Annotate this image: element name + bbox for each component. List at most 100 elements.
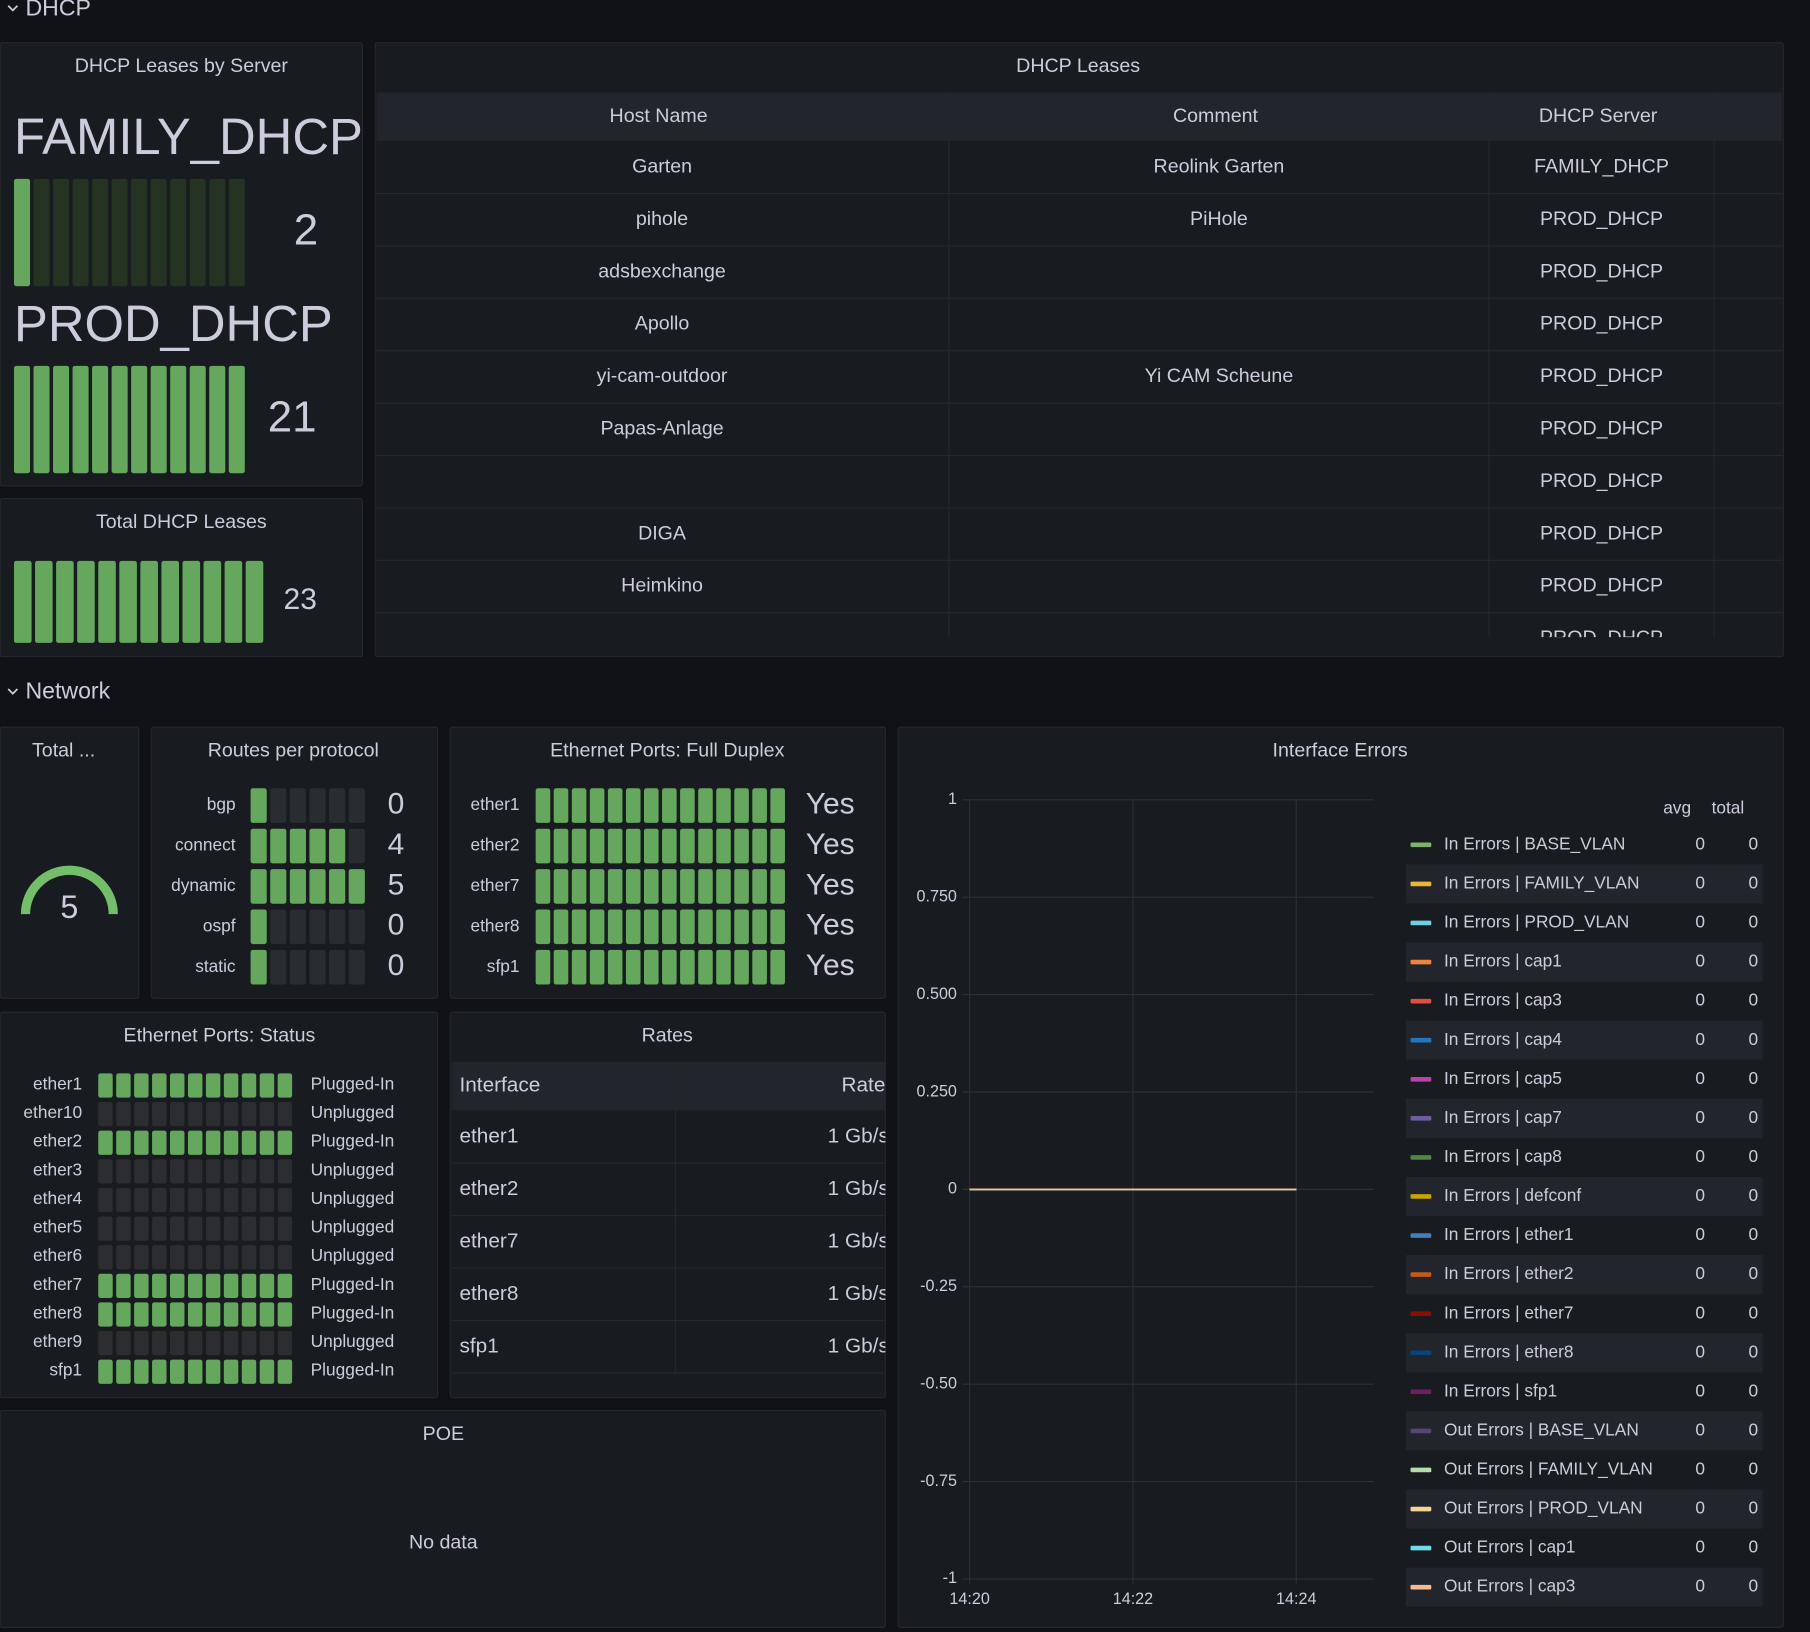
legend-label[interactable]: In Errors | cap5 [1444,1068,1562,1088]
gauge-cell [224,560,243,643]
gauge-cell [98,1073,113,1098]
column-header: Interface [459,1074,540,1097]
gauge-cell [716,909,731,945]
row-value: 0 [388,949,405,982]
legend-label[interactable]: In Errors | ether8 [1444,1341,1573,1361]
legend-swatch[interactable] [1410,1584,1432,1590]
legend-swatch[interactable] [1410,1194,1432,1199]
legend-swatch[interactable] [1410,920,1432,926]
legend-label[interactable]: In Errors | ether7 [1444,1302,1573,1322]
legend-label[interactable]: In Errors | PROD_VLAN [1444,912,1629,932]
legend-label[interactable]: Out Errors | PROD_VLAN [1444,1498,1643,1518]
row-label: connect [175,835,236,855]
legend-label[interactable]: Out Errors | FAMILY_VLAN [1444,1459,1653,1479]
gauge-cell [277,1159,293,1184]
gauge-cell [116,1302,131,1327]
legend-label[interactable]: Out Errors | cap1 [1444,1537,1575,1557]
row-value: Yes [806,909,855,942]
legend-total: 0 [1749,1498,1759,1518]
legend-avg: 0 [1695,1263,1705,1283]
gauge-cell [348,828,365,864]
legend-label[interactable]: In Errors | cap4 [1444,1029,1562,1049]
gauge-cell [348,949,365,985]
collapse-arrow[interactable] [7,5,19,12]
legend-swatch[interactable] [1410,1116,1432,1121]
gauge-cell [111,365,128,474]
legend-label[interactable]: In Errors | sfp1 [1444,1380,1557,1400]
legend-label[interactable]: Out Errors | BASE_VLAN [1444,1419,1639,1439]
gauge-cell [589,949,605,985]
legend-swatch[interactable] [1410,1272,1432,1277]
gauge-cell [241,1130,257,1155]
table-cell: PROD_DHCP [1540,575,1663,597]
legend-swatch[interactable] [1410,1037,1432,1043]
gauge-cell [152,1302,167,1327]
gauge-cell [241,1359,257,1384]
table-cell: PROD_DHCP [1540,313,1663,335]
gauge-cell [170,1216,185,1241]
gauge-cell [170,178,187,287]
legend-avg: 0 [1695,990,1705,1010]
legend-swatch[interactable] [1410,1467,1432,1473]
legend-label[interactable]: In Errors | cap8 [1444,1146,1562,1166]
row-label: ether10 [23,1102,82,1122]
legend-label[interactable]: Out Errors | cap3 [1444,1576,1575,1596]
y-tick-label: 0.750 [917,887,957,905]
legend-swatch[interactable] [1410,998,1432,1004]
legend-label[interactable]: In Errors | cap7 [1444,1107,1562,1127]
gauge-cell [116,1187,131,1213]
server-name: FAMILY_DHCP [14,108,363,165]
gauge-cell [270,869,287,904]
y-tick-label: 0.250 [917,1082,957,1100]
gauge-cell [134,1102,149,1127]
legend-swatch[interactable] [1410,1506,1432,1512]
legend-avg: 0 [1695,1185,1705,1205]
legend-swatch[interactable] [1410,1311,1432,1316]
legend-total: 0 [1749,1224,1759,1244]
gauge-cell [329,909,346,945]
gauge-cell [680,788,695,823]
row-value: Plugged-In [311,1131,395,1151]
legend-swatch[interactable] [1410,1545,1432,1551]
x-tick-label: 14:22 [1113,1590,1153,1608]
legend-swatch[interactable] [1410,1389,1432,1395]
legend-label[interactable]: In Errors | defconf [1444,1185,1581,1205]
legend-avg: 0 [1695,1146,1705,1166]
collapse-arrow[interactable] [7,688,19,695]
gauge-cell [752,909,767,945]
row-value: Yes [806,949,855,982]
gauge-cell [205,1102,221,1127]
legend-avg: 0 [1695,1302,1705,1322]
legend-label[interactable]: In Errors | FAMILY_VLAN [1444,873,1639,893]
gauge-cell [348,788,365,823]
gauge-cell [223,1359,239,1384]
legend-label[interactable]: In Errors | ether2 [1444,1263,1573,1283]
legend-swatch[interactable] [1410,1076,1432,1082]
row-value: Plugged-In [311,1074,395,1094]
gauge-cell [535,869,551,904]
table-cell: adsbexchange [598,260,726,282]
gauge-cell [716,869,731,904]
legend-swatch[interactable] [1410,1428,1432,1434]
table-cell: Papas-Anlage [600,418,723,440]
legend-swatch[interactable] [1410,1350,1432,1356]
legend-swatch[interactable] [1410,842,1432,848]
gauge-cell [277,1273,293,1298]
gauge-cell [116,1130,131,1155]
gauge-cell [662,828,677,864]
legend-swatch[interactable] [1410,881,1432,887]
legend-label[interactable]: In Errors | cap3 [1444,990,1562,1010]
gauge-cell [535,788,551,823]
legend-swatch[interactable] [1410,959,1432,965]
gauge-cell [187,1130,203,1155]
y-tick-label: 1 [948,790,957,808]
legend-swatch[interactable] [1410,1155,1432,1160]
legend-label[interactable]: In Errors | ether1 [1444,1224,1573,1244]
legend-label[interactable]: In Errors | BASE_VLAN [1444,833,1625,853]
gauge-cell [643,869,659,904]
legend-label[interactable]: In Errors | cap1 [1444,951,1562,971]
gauge-cell [77,560,95,643]
legend-swatch[interactable] [1410,1233,1432,1238]
row-value: Unplugged [311,1217,395,1237]
